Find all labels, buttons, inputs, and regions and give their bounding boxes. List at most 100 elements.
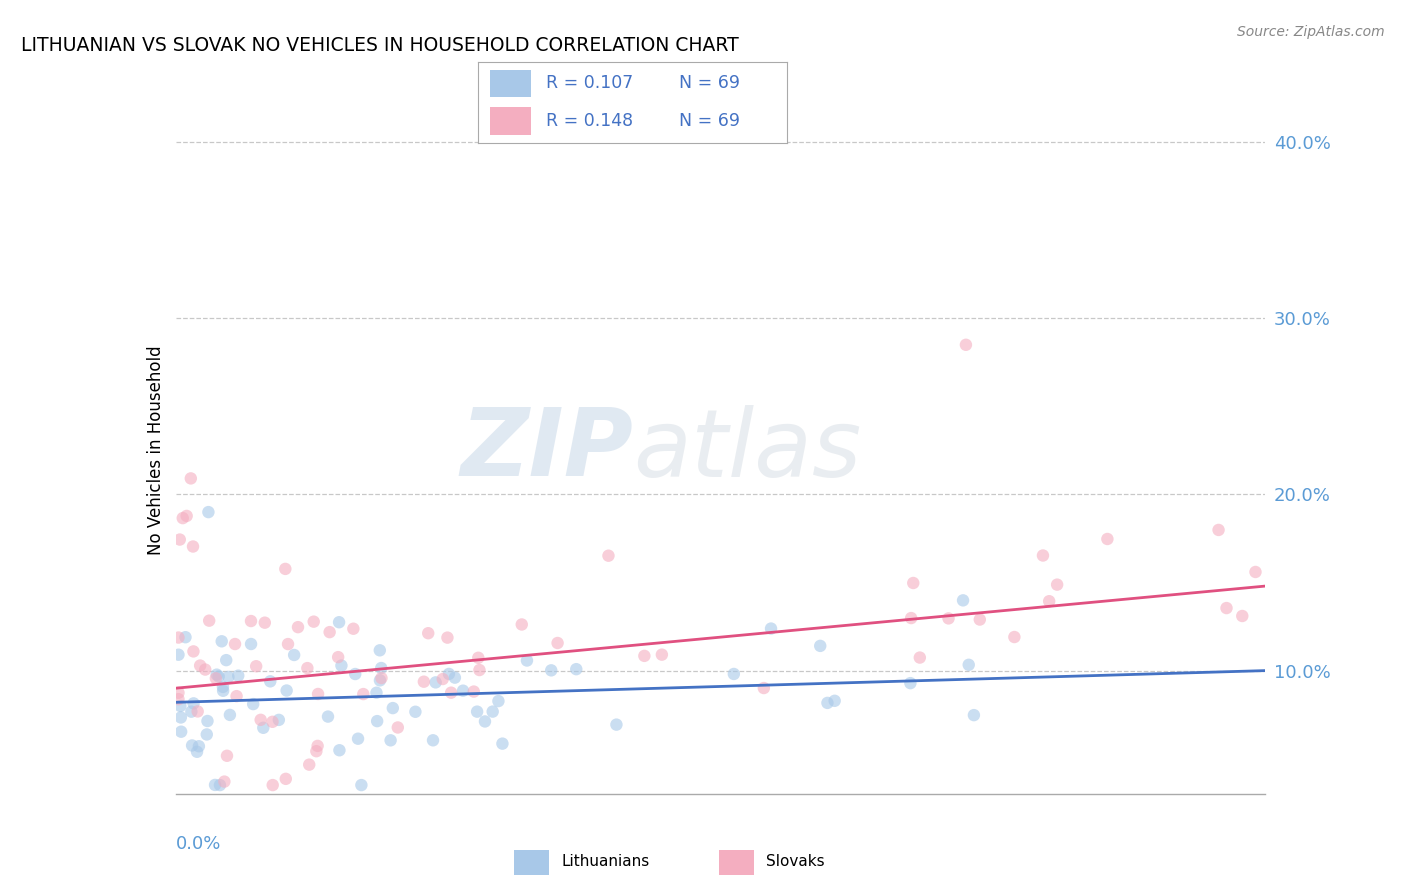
Point [1038, 594, 1060, 608]
Point [219, 707, 242, 722]
Point [169, 698, 191, 713]
Point [167, 686, 190, 700]
Point [198, 614, 221, 628]
Text: N = 69: N = 69 [679, 112, 740, 130]
Point [253, 615, 276, 630]
Point [444, 671, 467, 685]
Point [352, 687, 374, 701]
Point [598, 549, 620, 563]
Point [1097, 532, 1119, 546]
Point [240, 637, 263, 651]
Point [540, 664, 562, 678]
Point [468, 663, 491, 677]
Point [1244, 565, 1267, 579]
Text: Source: ZipAtlas.com: Source: ZipAtlas.com [1237, 25, 1385, 39]
Point [195, 727, 218, 741]
Point [817, 696, 839, 710]
Point [370, 661, 392, 675]
FancyBboxPatch shape [491, 107, 530, 135]
Point [328, 615, 350, 630]
Point [366, 686, 388, 700]
Text: R = 0.107: R = 0.107 [546, 74, 633, 92]
Point [957, 657, 980, 672]
Point [252, 721, 274, 735]
Point [510, 617, 533, 632]
Point [723, 667, 745, 681]
Point [169, 533, 191, 547]
Point [808, 639, 831, 653]
Point [226, 668, 249, 682]
Point [752, 681, 775, 695]
Point [245, 659, 267, 673]
Point [267, 713, 290, 727]
Point [1215, 601, 1237, 615]
Point [205, 671, 228, 685]
Point [298, 757, 321, 772]
Point [437, 667, 460, 681]
Point [1208, 523, 1230, 537]
Point [172, 511, 194, 525]
Point [938, 611, 960, 625]
Point [215, 748, 238, 763]
Y-axis label: No Vehicles in Household: No Vehicles in Household [146, 345, 165, 556]
Point [186, 745, 208, 759]
Point [440, 686, 463, 700]
Point [316, 709, 339, 723]
Point [903, 576, 925, 591]
Text: N = 69: N = 69 [679, 74, 740, 92]
Point [759, 622, 782, 636]
Point [969, 613, 991, 627]
Text: Lithuanians: Lithuanians [561, 855, 650, 869]
Point [347, 731, 370, 746]
Point [262, 778, 284, 792]
Point [188, 658, 211, 673]
Point [307, 687, 329, 701]
Text: ZIP: ZIP [461, 404, 633, 497]
Point [565, 662, 588, 676]
Point [824, 694, 846, 708]
Point [474, 714, 496, 729]
Point [963, 708, 986, 723]
Point [287, 620, 309, 634]
Point [225, 689, 247, 703]
Point [491, 737, 513, 751]
Point [955, 338, 977, 352]
Point [183, 697, 205, 711]
Point [328, 743, 350, 757]
Point [262, 714, 284, 729]
Point [368, 673, 391, 688]
Point [952, 593, 974, 607]
Point [215, 653, 238, 667]
Point [1002, 630, 1025, 644]
Point [180, 471, 202, 485]
Point [328, 650, 350, 665]
Point [370, 671, 392, 685]
Point [605, 717, 627, 731]
Point [900, 676, 922, 690]
Point [633, 648, 655, 663]
Point [381, 701, 404, 715]
Point [387, 721, 409, 735]
Point [344, 667, 367, 681]
Point [259, 674, 281, 689]
Point [212, 680, 235, 694]
Point [307, 739, 329, 753]
Point [481, 705, 503, 719]
Point [1232, 609, 1254, 624]
FancyBboxPatch shape [491, 70, 530, 97]
Point [274, 772, 297, 786]
Point [330, 658, 353, 673]
Point [547, 636, 569, 650]
Point [167, 648, 190, 662]
Point [283, 648, 305, 662]
Point [488, 694, 510, 708]
Text: 0.0%: 0.0% [176, 835, 221, 853]
Point [167, 631, 190, 645]
Point [208, 778, 231, 792]
Point [187, 705, 209, 719]
Point [187, 739, 209, 754]
FancyBboxPatch shape [515, 850, 550, 875]
Point [204, 778, 226, 792]
Point [217, 670, 239, 684]
Point [516, 653, 538, 667]
